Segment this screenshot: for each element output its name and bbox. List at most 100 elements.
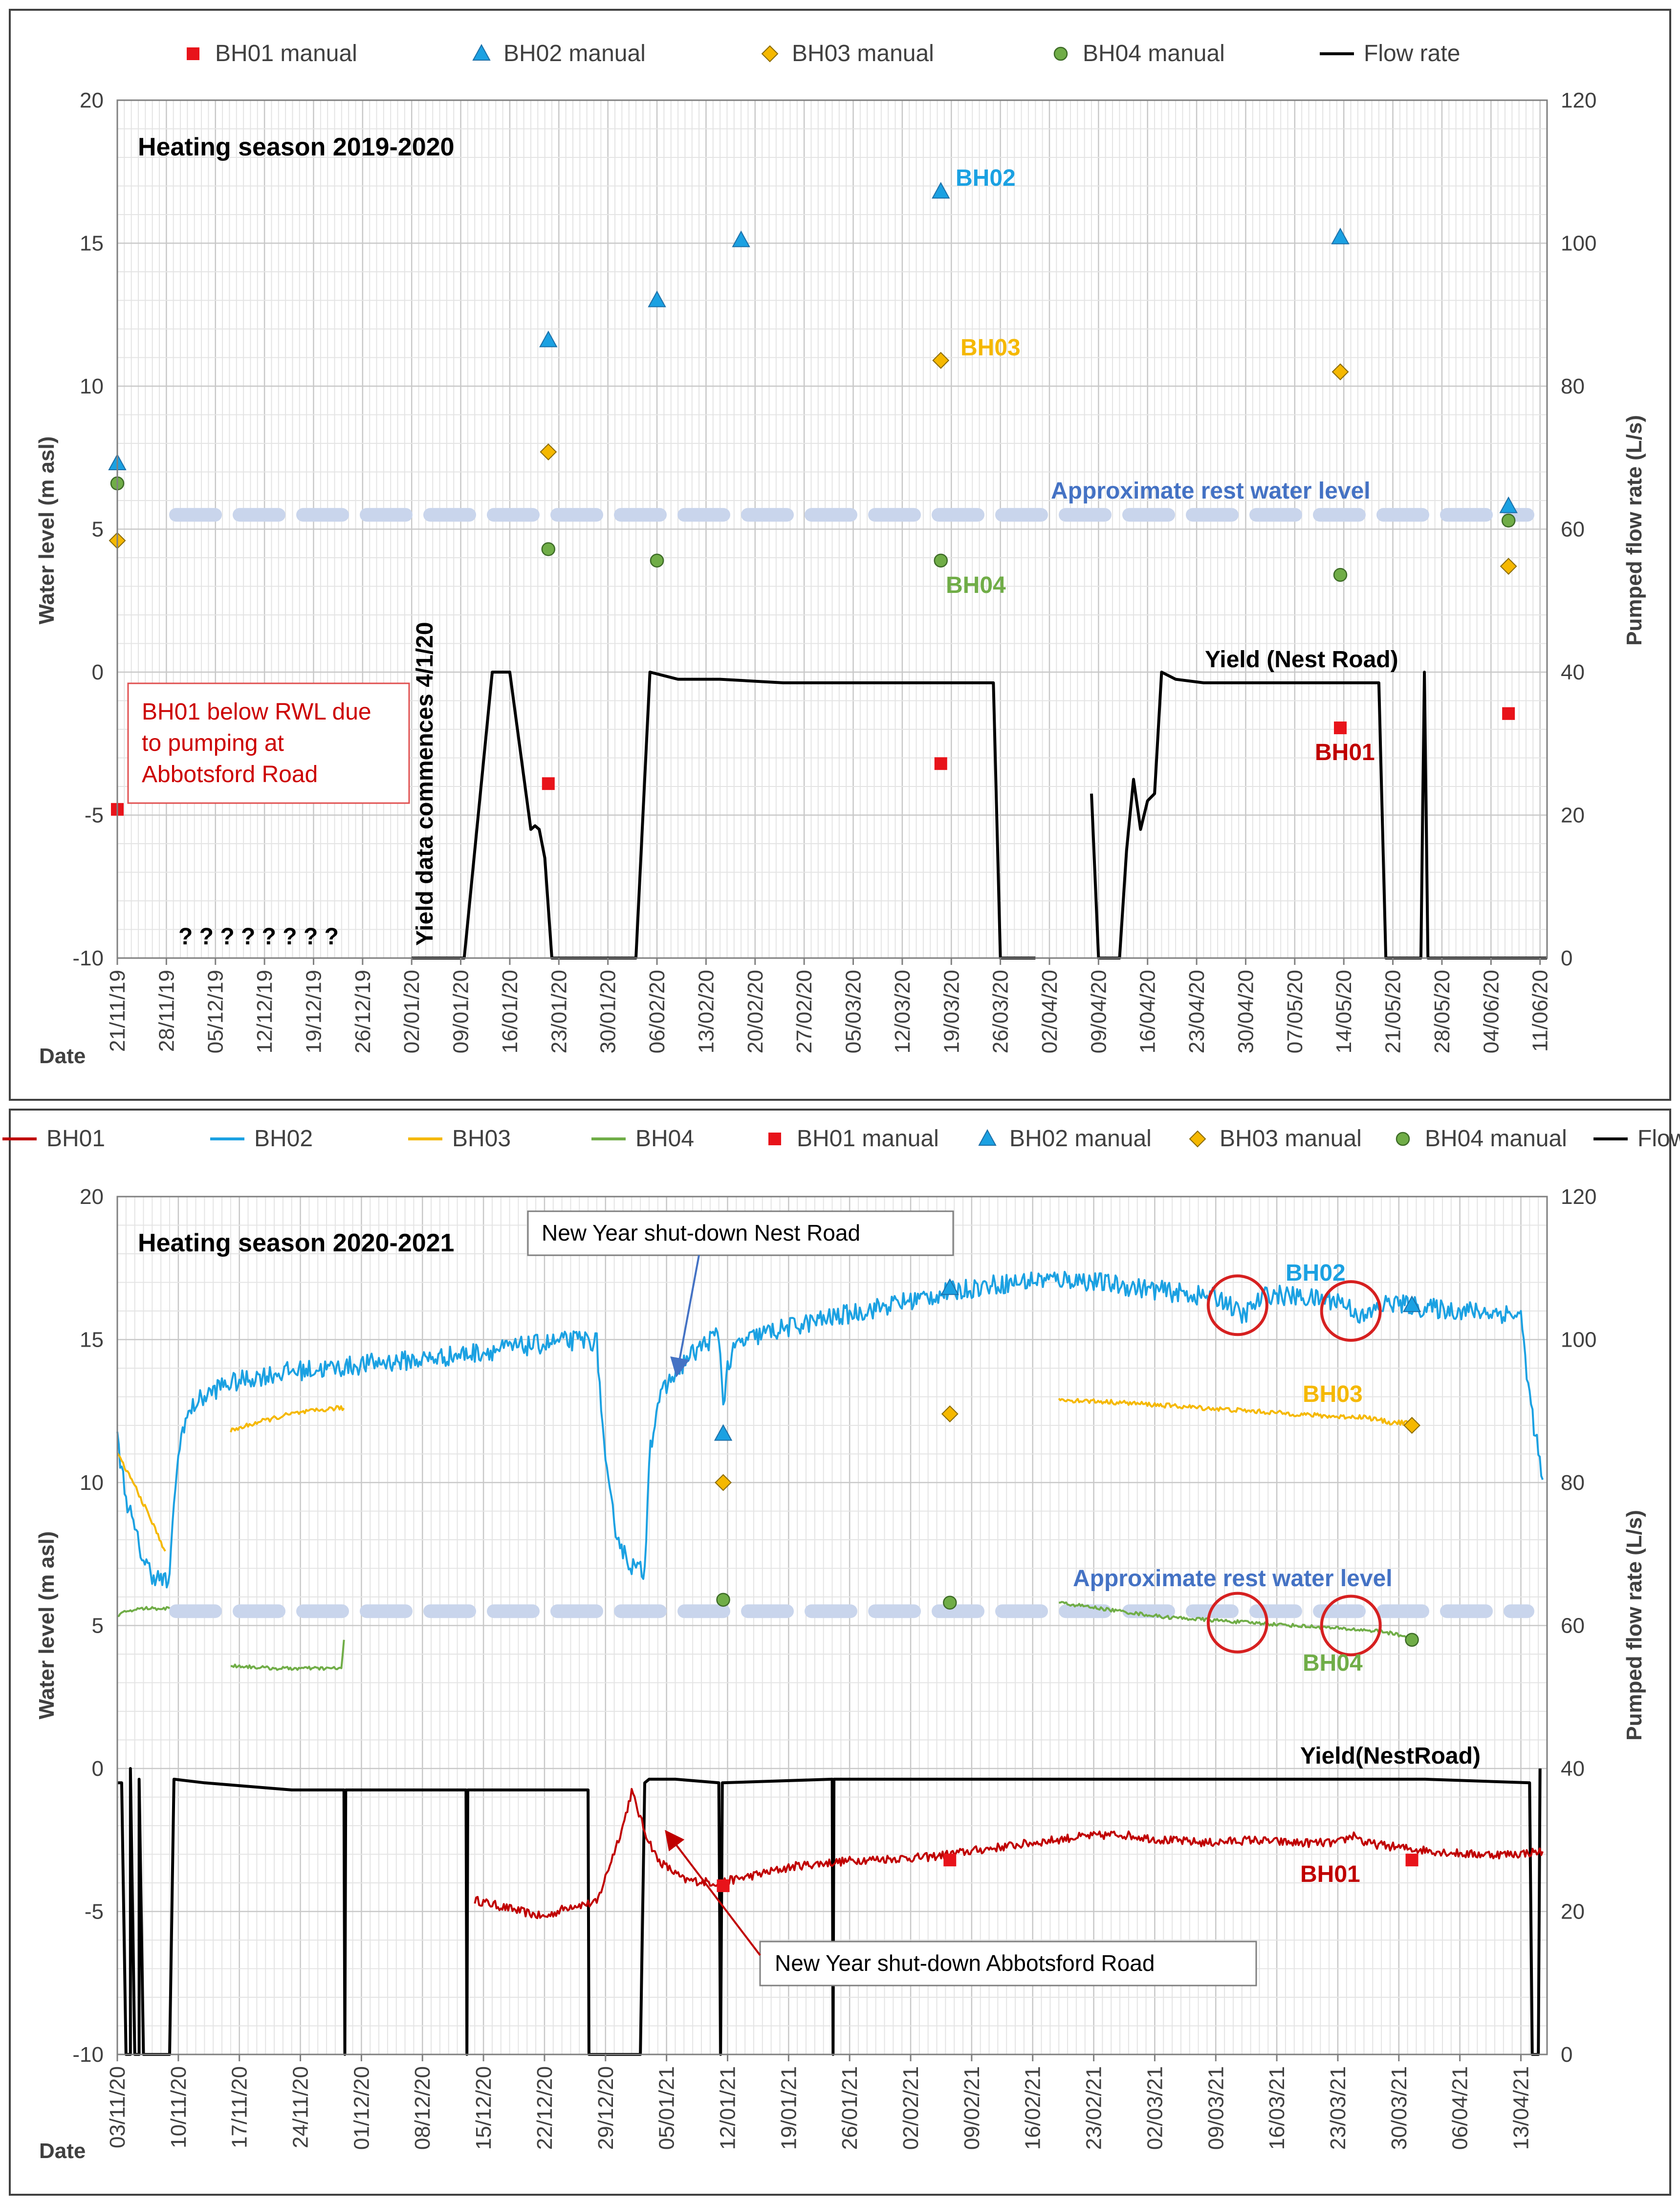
manual-marker-bh03-manual — [941, 1405, 959, 1423]
panel-1-rwl-label: Approximate rest water level — [1051, 478, 1371, 504]
legend-bh01-manual-swatch — [187, 47, 199, 60]
manual-marker-bh04-manual — [1333, 568, 1348, 582]
panel-1-title: Heating season 2019-2020 — [138, 133, 454, 161]
x-tick-label: 30/03/21 — [1387, 2066, 1411, 2150]
y-tick-label: 0 — [92, 660, 104, 684]
manual-marker-bh04-manual — [716, 1593, 730, 1607]
y2-tick-label: 40 — [1561, 1757, 1585, 1781]
legend-bh02-manual-swatch — [978, 1129, 997, 1146]
y2-tick-label: 120 — [1561, 1185, 1596, 1209]
y-tick-label: 5 — [92, 518, 104, 542]
panel-2-abbotsford-callout-arrow — [665, 1830, 761, 1956]
y-tick-label: 5 — [92, 1614, 104, 1638]
manual-marker-bh04-manual — [934, 553, 948, 568]
manual-marker-bh02-manual — [1402, 1295, 1421, 1312]
panel-2-y-axis-title: Water level (m asl) — [35, 1531, 59, 1720]
y2-tick-label: 20 — [1561, 1900, 1585, 1924]
panel-2-nest-callout-text: New Year shut-down Nest Road — [542, 1220, 860, 1245]
x-tick-label: 09/02/21 — [960, 2066, 984, 2150]
x-tick-label: 16/01/20 — [498, 970, 522, 1053]
legend-bh01-label: BH01 — [46, 1126, 105, 1152]
panel-2-bh03-label: BH03 — [1303, 1381, 1363, 1407]
x-tick-label: 16/02/21 — [1021, 2066, 1045, 2150]
x-tick-label: 09/04/20 — [1087, 970, 1111, 1053]
manual-marker-bh03-manual — [715, 1474, 732, 1491]
x-tick-label: 23/02/21 — [1082, 2066, 1106, 2150]
panel-1-legend: BH01 manual BH02 manual BH03 manual BH04 ma… — [187, 41, 1460, 66]
panel-1-bh01-note-line-2: to pumping at — [142, 730, 284, 756]
y2-tick-label: 0 — [1561, 946, 1572, 970]
x-tick-label: 04/06/20 — [1479, 970, 1503, 1053]
x-tick-label: 24/11/20 — [289, 2066, 313, 2148]
y-tick-label: 10 — [80, 1471, 104, 1495]
y2-tick-label: 100 — [1561, 1328, 1596, 1352]
x-tick-label: 19/01/21 — [777, 2066, 801, 2150]
manual-marker-bh03-manual — [1403, 1417, 1420, 1434]
x-tick-label: 14/05/20 — [1332, 970, 1356, 1053]
y2-tick-label: 20 — [1561, 804, 1585, 828]
x-tick-label: 06/04/21 — [1448, 2066, 1472, 2150]
panel-1-bh01-note-line-1: BH01 below RWL due — [142, 699, 371, 725]
x-tick-label: 21/11/19 — [106, 970, 130, 1052]
highlight-circle — [1320, 1594, 1382, 1657]
legend-bh02-manual-label: BH02 manual — [503, 41, 646, 66]
panel-2-circles — [1206, 1274, 1382, 1657]
legend-bh02-label: BH02 — [254, 1126, 313, 1152]
x-tick-label: 29/12/20 — [594, 2066, 618, 2150]
x-tick-label: 30/04/20 — [1234, 970, 1258, 1053]
y-tick-label: -10 — [72, 946, 104, 970]
series-bh01-line — [474, 1788, 1544, 1920]
y2-tick-label: 80 — [1561, 1471, 1585, 1495]
legend-bh04-manual-label: BH04 manual — [1083, 41, 1225, 66]
y-tick-label: 10 — [80, 374, 104, 398]
panel-1-y-axis-title: Water level (m asl) — [35, 437, 59, 625]
panel-2-abbotsford-callout-text: New Year shut-down Abbotsford Road — [775, 1950, 1155, 1976]
x-tick-label: 07/05/20 — [1283, 970, 1307, 1053]
panel-2-manual — [714, 1278, 1421, 1892]
legend-bh03-manual-label: BH03 manual — [1220, 1126, 1362, 1152]
y-tick-label: 20 — [80, 1185, 104, 1209]
panel-1-bh01-note-line-3: Abbotsford Road — [142, 762, 318, 787]
legend-bh01-manual-swatch — [768, 1133, 781, 1145]
x-tick-label: 13/04/21 — [1509, 2066, 1533, 2150]
manual-marker-bh02-manual — [648, 290, 666, 307]
panel-2-nest-callout-arrow — [670, 1255, 700, 1377]
y-tick-label: -10 — [72, 2043, 104, 2067]
panel-2-axes: -10 -5 0 5 10 15 20 0 20 40 60 80 100 120 03/11/20 10/1… — [72, 1185, 1596, 2150]
manual-marker-bh04-manual — [1405, 1633, 1419, 1647]
manual-marker-bh03-manual — [1500, 558, 1517, 575]
x-tick-label: 05/12/19 — [204, 970, 228, 1053]
flow-rate-line — [117, 1767, 1542, 2056]
manual-marker-bh01-manual — [542, 777, 555, 790]
x-tick-label: 26/01/21 — [838, 2066, 862, 2150]
x-tick-label: 13/02/20 — [694, 970, 718, 1053]
panel-2-x-axis-title: Date — [39, 2139, 86, 2163]
manual-marker-bh01-manual — [717, 1879, 730, 1892]
legend-bh04-manual-swatch — [1396, 1132, 1410, 1146]
legend-flow-rate-label: Flow rate — [1637, 1126, 1680, 1152]
x-tick-label: 30/01/20 — [596, 970, 620, 1053]
x-tick-label: 01/12/20 — [349, 2066, 373, 2150]
x-tick-label: 12/12/19 — [253, 970, 277, 1053]
highlight-circle — [1320, 1280, 1382, 1342]
manual-marker-bh03-manual — [932, 351, 950, 369]
x-tick-label: 19/03/20 — [939, 970, 963, 1053]
y-tick-label: -5 — [85, 804, 104, 828]
manual-marker-bh01-manual — [934, 757, 947, 770]
panel-1-grid — [117, 100, 1547, 958]
panel-1-plot-border — [116, 99, 1548, 959]
manual-marker-bh02-manual — [940, 1278, 959, 1295]
panel-1-question-marks: ? ? ? ? ? ? ? ? — [178, 924, 339, 950]
x-tick-label: 15/12/20 — [472, 2066, 496, 2150]
x-tick-label: 22/12/20 — [533, 2066, 557, 2150]
manual-marker-bh02-manual — [1331, 227, 1350, 244]
manual-marker-bh02-manual — [714, 1424, 733, 1441]
highlight-circle — [1206, 1592, 1268, 1654]
legend-bh04-label: BH04 — [635, 1126, 694, 1152]
y2-tick-label: 80 — [1561, 374, 1585, 398]
legend-bh03-label: BH03 — [452, 1126, 511, 1152]
panel-2-nest-callout-box — [527, 1210, 954, 1256]
y2-tick-label: 40 — [1561, 660, 1585, 684]
panel-2-yield-label: Yield(NestRoad) — [1300, 1743, 1481, 1769]
x-tick-label: 09/03/21 — [1204, 2066, 1228, 2150]
